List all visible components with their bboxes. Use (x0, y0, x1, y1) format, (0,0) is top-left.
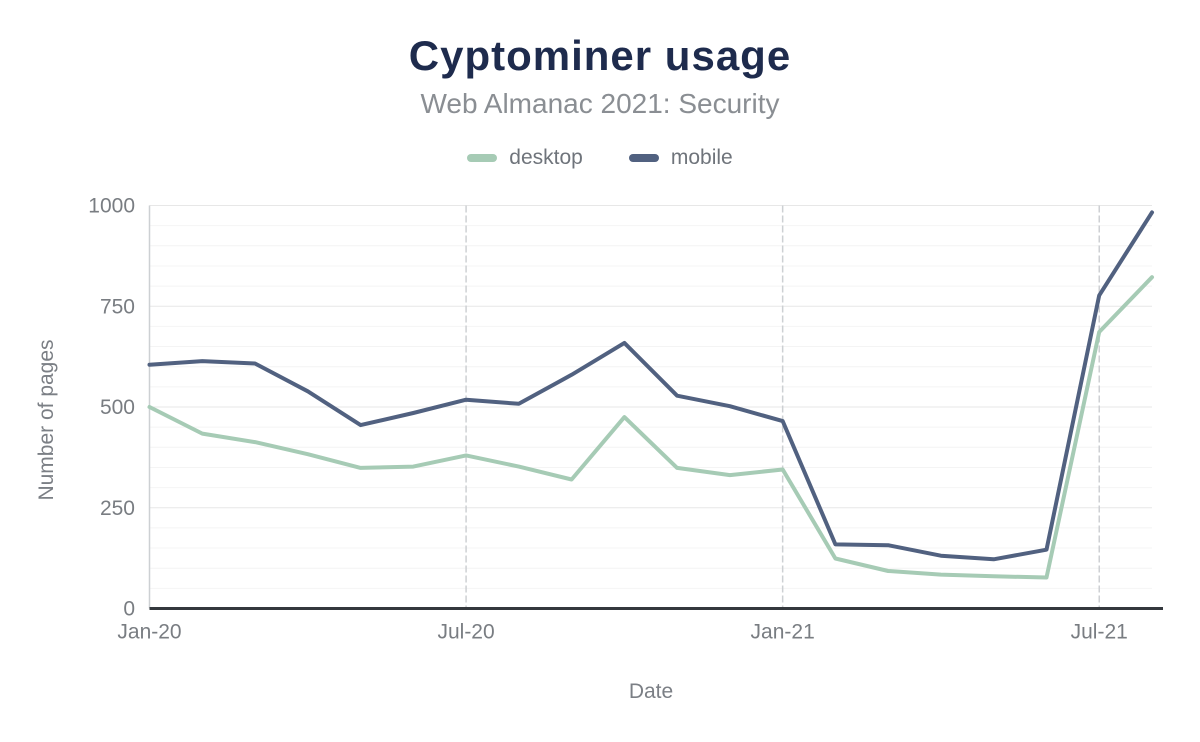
y-tick-label: 750 (100, 295, 135, 318)
desktop-series-swatch (467, 154, 498, 162)
y-axis-title: Number of pages (35, 339, 58, 501)
y-tick-label: 500 (100, 396, 135, 419)
x-tick-label: Jan-20 (117, 621, 181, 644)
y-tick-label: 250 (100, 497, 135, 520)
y-tick-label: 1000 (88, 195, 135, 218)
legend: desktop mobile (0, 146, 1200, 170)
x-tick-label: Jul-21 (1071, 621, 1128, 644)
mobile-series-swatch (628, 154, 659, 162)
legend-item-desktop[interactable]: desktop (467, 146, 583, 170)
series-line-mobile (147, 210, 1154, 562)
x-axis-title: Date (628, 680, 674, 703)
series-line-desktop (147, 275, 1154, 580)
legend-label-mobile: mobile (670, 146, 733, 169)
chart-title: Cyptominer usage (408, 32, 792, 79)
legend-item-mobile[interactable]: mobile (628, 146, 733, 170)
x-tick-label: Jan-21 (751, 621, 815, 644)
legend-label-desktop: desktop (509, 146, 583, 169)
x-tick-label: Jul-20 (437, 621, 494, 644)
y-tick-label: 0 (123, 598, 135, 621)
chart-subtitle: Web Almanac 2021: Security (420, 88, 780, 119)
